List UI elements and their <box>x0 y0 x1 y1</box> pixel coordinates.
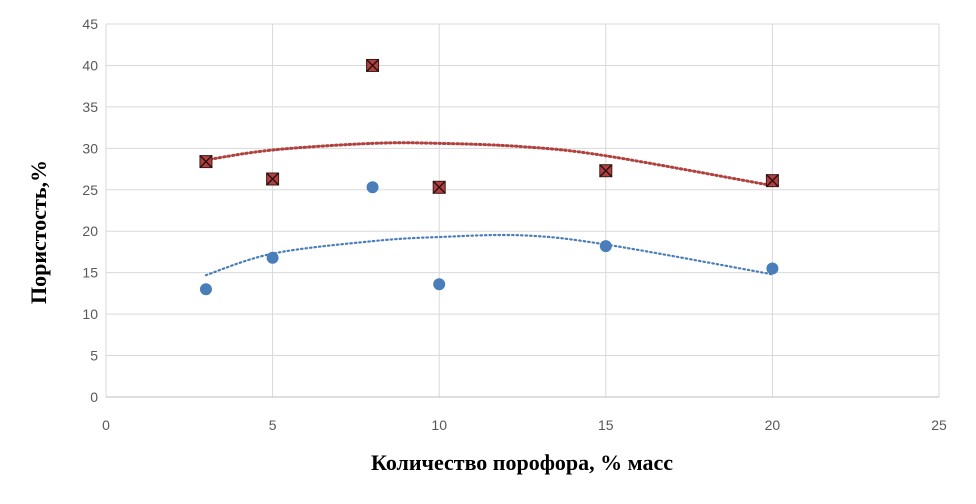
y-tick-label-35: 35 <box>82 99 98 115</box>
data-point-series-2-3 <box>432 180 446 194</box>
data-point-series-2-2 <box>366 58 380 72</box>
tick-labels: 0 5 10 15 20 25 30 35 40 45 0 5 10 15 20 25 <box>82 16 947 433</box>
data-point-series-1-0 <box>199 283 212 296</box>
y-tick-label-45: 45 <box>82 16 98 32</box>
y-tick-label-30: 30 <box>82 140 98 156</box>
y-axis-title: Пористость,% <box>26 160 51 304</box>
y-tick-label-40: 40 <box>82 57 98 73</box>
data-point-series-2-5 <box>765 174 779 188</box>
marker-cross-b <box>765 174 779 188</box>
x-tick-label-5: 5 <box>269 417 277 433</box>
data-point-series-1-4 <box>599 240 612 253</box>
marker-cross-b <box>366 58 380 72</box>
data-point-series-1-5 <box>766 262 779 275</box>
trendline-series-1 <box>204 233 774 277</box>
x-tick-label-25: 25 <box>931 417 947 433</box>
x-tick-label-0: 0 <box>102 417 110 433</box>
y-tick-label-20: 20 <box>82 223 98 239</box>
y-tick-label-15: 15 <box>82 265 98 281</box>
marker-cross-b <box>199 155 213 169</box>
marker-cross-b <box>432 180 446 194</box>
data-point-series-2-0 <box>199 155 213 169</box>
data-points <box>199 58 779 296</box>
data-point-series-1-1 <box>266 251 279 264</box>
data-point-series-2-4 <box>599 164 613 178</box>
y-tick-label-5: 5 <box>90 348 98 364</box>
x-tick-label-10: 10 <box>431 417 447 433</box>
marker-cross-b <box>599 164 613 178</box>
data-point-series-2-1 <box>266 172 280 186</box>
trendline-series-2 <box>204 141 774 188</box>
data-point-series-1-2 <box>366 181 379 194</box>
y-tick-label-0: 0 <box>90 389 98 405</box>
trendlines <box>204 141 774 277</box>
x-axis-title: Количество порофора, % масс <box>371 450 673 475</box>
y-tick-label-10: 10 <box>82 306 98 322</box>
y-tick-label-25: 25 <box>82 182 98 198</box>
grid-lines <box>106 23 940 397</box>
marker-cross-b <box>266 172 280 186</box>
x-tick-label-15: 15 <box>598 417 614 433</box>
data-point-series-1-3 <box>433 278 446 291</box>
x-tick-label-20: 20 <box>765 417 781 433</box>
axes <box>105 24 939 398</box>
